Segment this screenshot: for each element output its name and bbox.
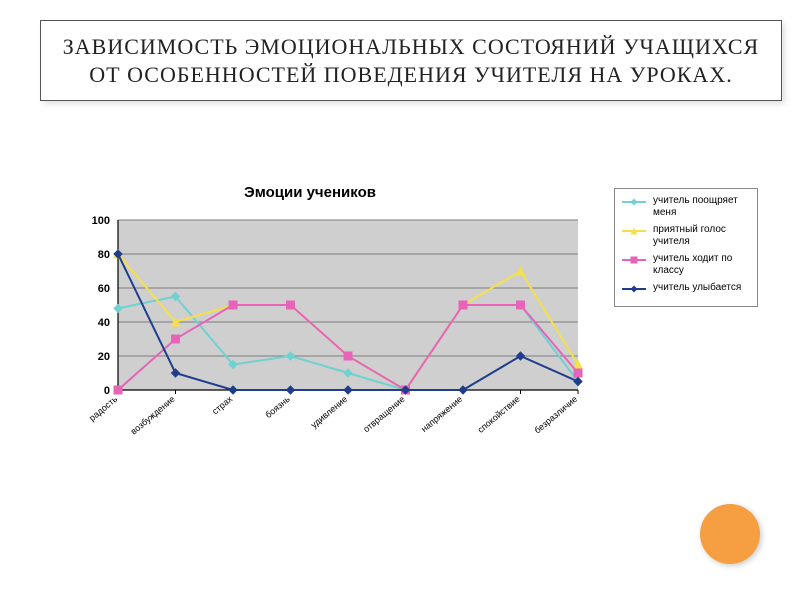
legend-item: учитель поощряет меня bbox=[621, 195, 751, 218]
svg-text:20: 20 bbox=[98, 351, 110, 363]
svg-text:80: 80 bbox=[98, 249, 110, 261]
svg-text:безразличие: безразличие bbox=[532, 394, 579, 436]
svg-text:40: 40 bbox=[98, 317, 110, 329]
legend-label: учитель поощряет меня bbox=[653, 195, 751, 218]
chart: 0 20 40 60 80 100 радость возбуждение страх боязн… bbox=[70, 210, 610, 490]
slide: { "title": "ЗАВИСИМОСТЬ ЭМОЦИОНАЛЬНЫХ СО… bbox=[0, 0, 800, 600]
svg-text:боязнь: боязнь bbox=[263, 394, 292, 420]
svg-text:страх: страх bbox=[210, 394, 235, 417]
svg-text:возбуждение: возбуждение bbox=[129, 394, 177, 437]
svg-text:60: 60 bbox=[98, 283, 110, 295]
legend-label: учитель улыбается bbox=[653, 282, 741, 294]
svg-text:спокойствие: спокойствие bbox=[476, 394, 522, 435]
legend-item: приятный голос учителя bbox=[621, 224, 751, 247]
legend-item: учитель улыбается bbox=[621, 282, 751, 296]
svg-text:0: 0 bbox=[104, 385, 110, 397]
chart-title: Эмоции учеников bbox=[0, 184, 620, 201]
svg-text:отвращение: отвращение bbox=[361, 394, 407, 434]
svg-text:100: 100 bbox=[92, 215, 110, 227]
legend-item: учитель ходит по классу bbox=[621, 253, 751, 276]
svg-text:напряжение: напряжение bbox=[419, 394, 464, 434]
accent-circle bbox=[700, 504, 760, 564]
legend-label: учитель ходит по классу bbox=[653, 253, 751, 276]
chart-legend: учитель поощряет меня приятный голос учит… bbox=[614, 188, 758, 307]
svg-text:удивление: удивление bbox=[309, 394, 349, 430]
chart-svg: 0 20 40 60 80 100 радость возбуждение страх боязн… bbox=[70, 210, 610, 490]
legend-label: приятный голос учителя bbox=[653, 224, 751, 247]
svg-text:радость: радость bbox=[87, 394, 119, 423]
slide-title: ЗАВИСИМОСТЬ ЭМОЦИОНАЛЬНЫХ СОСТОЯНИЙ УЧАЩ… bbox=[40, 20, 782, 101]
